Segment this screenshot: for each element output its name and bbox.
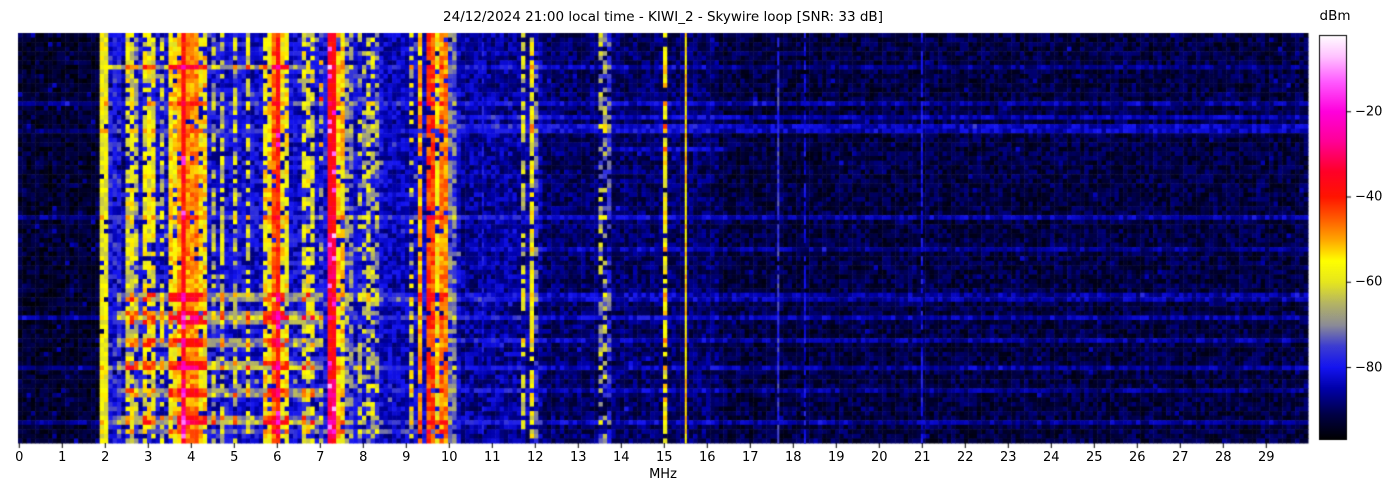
x-tick-label: 26: [1129, 450, 1146, 465]
x-tick-label: 13: [570, 450, 587, 465]
x-tick-label: 1: [58, 450, 67, 465]
x-tick-label: 29: [1258, 450, 1275, 465]
colorbar-tick-label: −60: [1355, 274, 1383, 290]
colorbar-tick-label: −80: [1355, 360, 1383, 376]
x-axis-label: MHz: [649, 467, 677, 482]
x-tick-label: 9: [402, 450, 411, 465]
x-tick-label: 5: [230, 450, 239, 465]
x-tick-label: 12: [527, 450, 544, 465]
x-tick-label: 20: [871, 450, 888, 465]
x-tick-label: 17: [742, 450, 759, 465]
x-tick-label: 15: [656, 450, 673, 465]
x-tick-label: 25: [1086, 450, 1103, 465]
x-tick-label: 6: [273, 450, 282, 465]
x-tick-label: 3: [144, 450, 153, 465]
colorbar-tick-label: −40: [1355, 189, 1383, 205]
x-tick-label: 0: [15, 450, 24, 465]
x-tick-label: 7: [316, 450, 325, 465]
colorbar-tick-label: −20: [1355, 104, 1383, 120]
x-tick-label: 27: [1172, 450, 1189, 465]
plot-title: 24/12/2024 21:00 local time - KIWI_2 - S…: [443, 9, 883, 25]
x-tick-label: 16: [699, 450, 716, 465]
x-tick-label: 22: [957, 450, 974, 465]
x-tick-label: 21: [914, 450, 931, 465]
x-tick-label: 18: [785, 450, 802, 465]
colorbar-unit-label: dBm: [1319, 8, 1351, 24]
x-tick-label: 14: [613, 450, 630, 465]
x-tick-label: 24: [1043, 450, 1060, 465]
x-tick-label: 8: [359, 450, 368, 465]
x-tick-label: 23: [1000, 450, 1017, 465]
x-tick-label: 4: [187, 450, 196, 465]
x-tick-label: 2: [101, 450, 110, 465]
x-tick-label: 11: [484, 450, 501, 465]
x-tick-label: 10: [441, 450, 458, 465]
x-tick-label: 28: [1215, 450, 1232, 465]
x-tick-label: 19: [828, 450, 845, 465]
